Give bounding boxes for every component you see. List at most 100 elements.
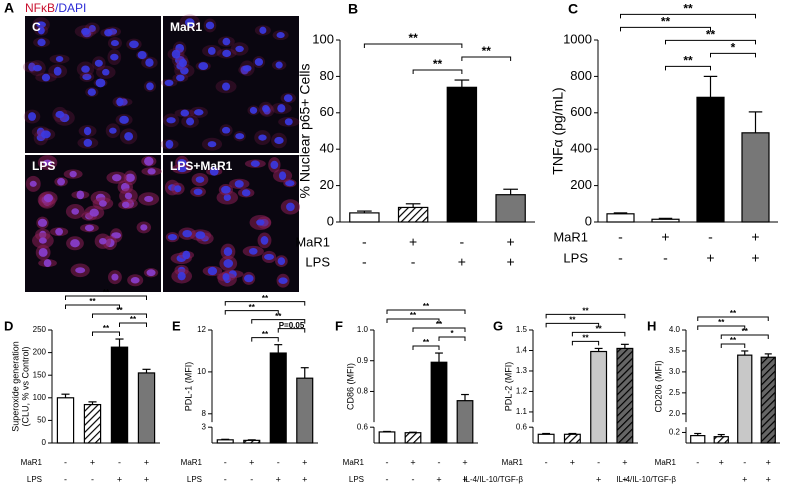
condition-sign: + [276, 474, 281, 484]
nucleus [285, 180, 295, 187]
condition-label: MaR1 [502, 458, 524, 467]
sig-bracket [710, 52, 756, 58]
sig-bracket [720, 334, 769, 339]
nucleus [179, 58, 187, 68]
sig-label: ** [130, 315, 137, 324]
condition-sign: + [751, 250, 759, 266]
sig-bracket [665, 65, 711, 71]
nucleus [144, 195, 154, 202]
y-tick-label: 0.8 [357, 387, 369, 396]
nucleus [274, 136, 284, 145]
sig-label: ** [582, 334, 589, 343]
nucleus [222, 49, 232, 58]
bar [349, 212, 380, 223]
condition-sign: - [277, 457, 280, 467]
sig-bracket [386, 318, 440, 324]
sig-label: ** [89, 297, 96, 306]
y-tick-label: 0 [42, 438, 47, 447]
nucleus [43, 194, 54, 203]
sig-label: ** [262, 330, 269, 339]
condition-sign: + [249, 457, 254, 467]
sig-bracket [277, 328, 306, 333]
y-tick-label: 0.2 [669, 428, 681, 437]
condition-sign: - [545, 457, 548, 467]
condition-sign: - [438, 457, 441, 467]
panel-letter: C [568, 1, 578, 17]
condition-label: LPS [349, 475, 364, 484]
nucleus [276, 32, 285, 39]
bar [741, 132, 770, 223]
condition-sign: - [224, 457, 227, 467]
nucleus [43, 159, 53, 166]
nucleus [29, 180, 37, 187]
bar [216, 439, 234, 444]
y-axis-label: PDL-2 (MFI) [503, 362, 513, 412]
nucleus [76, 190, 85, 200]
sig-label: ** [683, 54, 693, 68]
condition-sign: - [118, 457, 121, 467]
bar [404, 432, 422, 444]
bar [651, 218, 680, 223]
sig-bracket [92, 313, 147, 319]
y-axis-label: % Nuclear p65+ Cells [297, 63, 313, 198]
condition-sign: + [302, 474, 307, 484]
nucleus [83, 138, 93, 147]
nucleus [75, 267, 86, 274]
panel-letter: D [4, 318, 13, 333]
sig-label: ** [275, 312, 282, 321]
nucleus [124, 192, 133, 200]
y-tick-label: 1000 [563, 31, 592, 46]
nucleus [277, 257, 286, 265]
nucleus [37, 218, 48, 227]
bar [713, 436, 729, 444]
y-tick-label: 0 [327, 213, 334, 228]
y-tick-label: 40 [320, 141, 334, 156]
condition-label: LPS [305, 254, 330, 269]
nucleus [87, 88, 96, 96]
sig-bracket [119, 322, 147, 328]
condition-label: MaR1 [295, 234, 330, 249]
panel-letter: G [493, 318, 503, 333]
sig-label: ** [103, 324, 110, 333]
sig-label: P=0.05 [279, 321, 305, 330]
condition-label: LPS [563, 250, 588, 265]
axis-break [681, 423, 691, 427]
y-tick-label: 1.5 [516, 325, 528, 334]
bar [296, 377, 314, 444]
condition-sign: + [742, 474, 747, 484]
y-tick-label: 4.0 [669, 325, 681, 334]
condition-sign: + [507, 234, 515, 250]
stain-red: NFκB [25, 1, 55, 15]
nucleus [262, 104, 270, 113]
sig-bracket [697, 325, 746, 330]
nucleus [41, 73, 51, 82]
sig-bracket [620, 26, 711, 32]
y-axis-label: (CLU, % vs Control) [20, 346, 30, 426]
nucleus [55, 56, 64, 63]
y-tick-label: 100 [33, 393, 47, 402]
y-tick-label: 400 [570, 141, 592, 156]
bar [456, 400, 474, 444]
nucleus [278, 171, 287, 180]
nucleus [221, 185, 231, 194]
y-tick-label: 3 [202, 422, 207, 431]
condition-sign: - [696, 457, 699, 467]
condition-sign: + [766, 474, 771, 484]
sig-bracket [251, 337, 279, 342]
nucleus [249, 106, 258, 114]
nucleus [122, 201, 130, 209]
condition-label: LPS [187, 475, 202, 484]
nucleus [57, 178, 65, 186]
nucleus [99, 237, 107, 245]
y-tick-label: 2.5 [669, 388, 681, 397]
nucleus [88, 24, 96, 33]
y-tick-label: 200 [570, 177, 592, 192]
sig-label: ** [569, 316, 576, 325]
condition-sign: + [596, 474, 601, 484]
bar [737, 354, 753, 444]
y-tick-label: 800 [570, 68, 592, 83]
axis-break [528, 423, 538, 427]
stain-label: NFκB/DAPI [25, 1, 86, 15]
condition-sign: + [462, 474, 467, 484]
